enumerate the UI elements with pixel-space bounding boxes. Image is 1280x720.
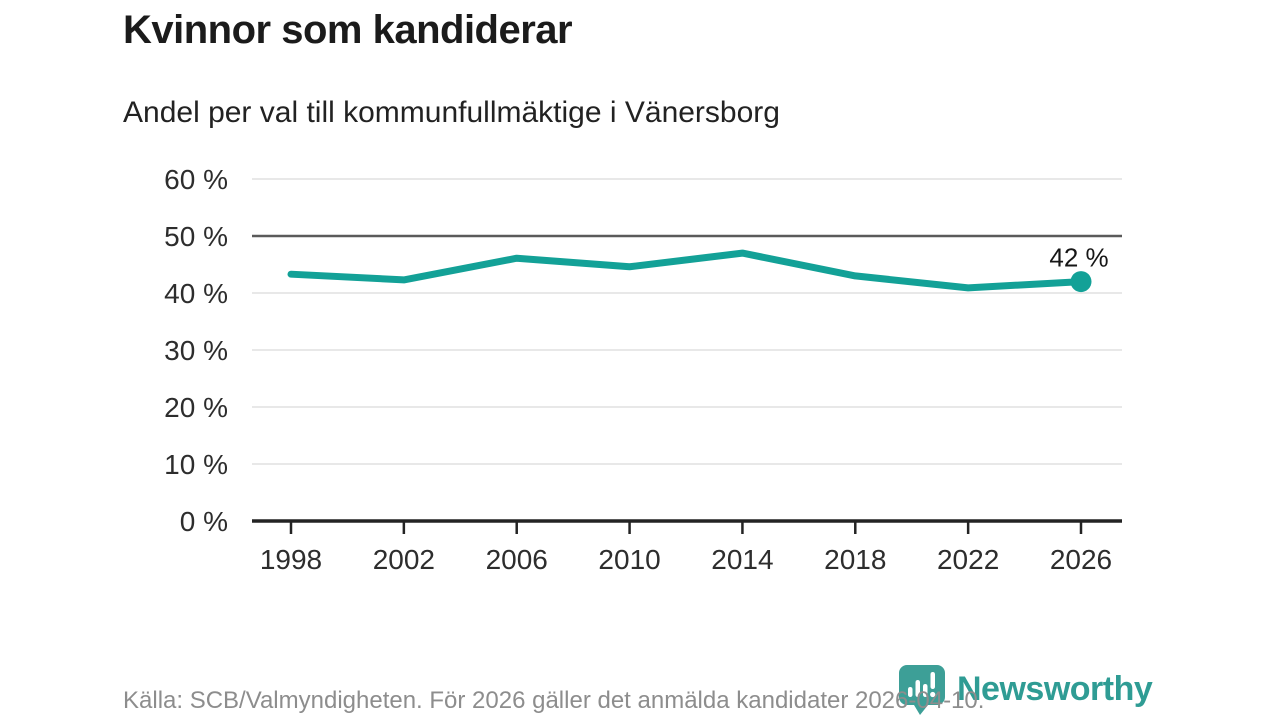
x-axis-tick-label: 2018 xyxy=(824,544,886,575)
last-value-label: 42 % xyxy=(1049,243,1108,273)
y-axis-tick-label: 10 % xyxy=(164,449,228,480)
data-line xyxy=(287,249,1085,292)
y-axis-tick-label: 0 % xyxy=(180,506,228,537)
data-point-endpoint xyxy=(1070,271,1092,293)
x-axis-tick-label: 2014 xyxy=(711,544,773,575)
exclamation-dot xyxy=(930,691,936,698)
y-axis-tick-label: 60 % xyxy=(164,164,228,195)
bar-medium xyxy=(923,684,928,697)
y-axis-tick-label: 50 % xyxy=(164,221,228,252)
x-axis-tick-label: 2026 xyxy=(1050,544,1112,575)
bar-short xyxy=(908,687,913,697)
chart-title: Kvinnor som kandiderar xyxy=(123,8,573,52)
y-axis-tick-label: 40 % xyxy=(164,278,228,309)
x-axis-tick-label: 1998 xyxy=(260,544,322,575)
x-axis-tick-label: 2010 xyxy=(598,544,660,575)
chart-subtitle: Andel per val till kommunfullmäktige i V… xyxy=(123,96,780,129)
x-axis-tick-label: 2022 xyxy=(937,544,999,575)
exclamation-bar xyxy=(930,672,935,689)
x-axis-tick-label: 2002 xyxy=(373,544,435,575)
y-axis-tick-label: 20 % xyxy=(164,392,228,423)
x-axis-tick-label: 2006 xyxy=(486,544,548,575)
newsworthy-pin-barchart-icon xyxy=(899,665,945,715)
bar-tall xyxy=(915,680,920,697)
y-axis-tick-label: 30 % xyxy=(164,335,228,366)
source-note: Källa: SCB/Valmyndigheten. För 2026 gäll… xyxy=(123,687,985,714)
newsworthy-logo: Newsworthy xyxy=(896,663,1153,715)
newsworthy-wordmark: Newsworthy xyxy=(957,669,1153,708)
